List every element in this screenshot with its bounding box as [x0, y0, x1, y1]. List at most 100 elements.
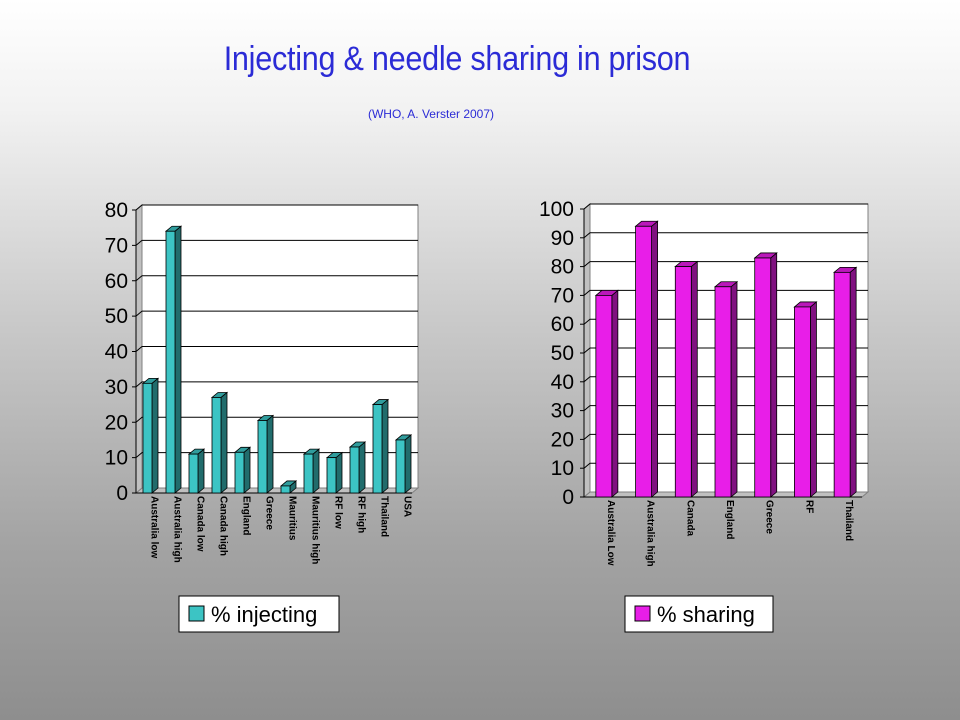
- y-tick-label: 20: [105, 411, 128, 434]
- y-tick-label: 30: [105, 376, 128, 399]
- bar: [279, 480, 298, 494]
- bar-front: [234, 451, 245, 494]
- gridline: [135, 416, 418, 423]
- y-tick-label: 0: [116, 482, 128, 505]
- bar: [302, 448, 321, 494]
- gridline: [135, 346, 418, 352]
- bar-side: [690, 260, 698, 498]
- y-tick-label: 70: [105, 234, 128, 257]
- bar-side: [243, 446, 251, 494]
- chart-1: 0 10 20 30 40 50 60 70 80 Australia low Australia …: [105, 199, 420, 633]
- legend: % sharing: [624, 595, 774, 633]
- bar-side: [197, 448, 205, 494]
- bar: [141, 377, 160, 494]
- x-category-label: England: [241, 496, 252, 535]
- bar-front: [257, 420, 268, 494]
- y-tick-label: 10: [551, 457, 574, 480]
- bar-side: [266, 414, 274, 494]
- y-tick-label: 20: [551, 428, 574, 451]
- gridline: [583, 203, 868, 210]
- x-category-label: Thailand: [379, 496, 390, 537]
- x-category-label: RF low: [333, 496, 344, 529]
- x-category-label: Greece: [264, 496, 275, 530]
- x-category-label: Thailand: [843, 500, 854, 541]
- y-tick-label: 0: [562, 486, 574, 509]
- gridline: [135, 275, 418, 282]
- bar: [833, 266, 858, 498]
- x-category-label: Australia low: [149, 496, 160, 558]
- bar-side: [810, 301, 817, 498]
- bar-front: [211, 397, 222, 494]
- bar-front: [595, 294, 613, 498]
- bar: [187, 448, 206, 494]
- bar-front: [833, 271, 851, 498]
- bar-side: [611, 289, 619, 498]
- bar-side: [404, 434, 412, 494]
- x-category-label: Australia high: [172, 496, 183, 563]
- bar: [371, 398, 390, 494]
- bar: [594, 289, 619, 498]
- bar: [753, 252, 778, 498]
- bar: [348, 441, 367, 494]
- bar-side: [151, 377, 159, 494]
- gridline: [135, 310, 418, 317]
- y-tick-label: 70: [551, 284, 574, 307]
- bar-side: [358, 441, 366, 494]
- bar-side: [381, 398, 389, 494]
- bar: [394, 434, 413, 494]
- bar: [713, 280, 739, 498]
- bar-front: [754, 257, 772, 498]
- x-category-label: USA: [402, 496, 413, 517]
- x-category-label: Canada high: [218, 496, 229, 556]
- x-category-label: Canada low: [195, 496, 206, 552]
- y-tick-label: 50: [105, 305, 128, 328]
- x-category-label: Greece: [764, 500, 775, 534]
- gridline: [135, 381, 418, 388]
- bar-front: [188, 453, 199, 494]
- legend-label: % sharing: [657, 602, 755, 627]
- legend: % injecting: [178, 595, 340, 633]
- bar-side: [335, 451, 343, 494]
- x-category-label: RF: [803, 500, 814, 513]
- y-tick-label: 90: [551, 227, 574, 250]
- legend-box: [178, 595, 340, 633]
- gridline: [135, 452, 418, 459]
- bar-side: [174, 225, 182, 494]
- bar: [233, 446, 252, 494]
- page-subtitle: (WHO, A. Verster 2007): [367, 107, 495, 121]
- bar-side: [849, 266, 857, 498]
- bar: [256, 414, 275, 494]
- bar-front: [674, 266, 692, 498]
- y-tick-label: 10: [105, 447, 128, 470]
- y-tick-label: 40: [105, 341, 128, 364]
- bar-front: [165, 230, 176, 494]
- legend-swatch: [188, 605, 205, 622]
- bar-front: [635, 225, 652, 498]
- bar: [634, 220, 659, 498]
- y-tick-label: 40: [551, 371, 574, 394]
- x-category-label: Canada: [684, 500, 695, 537]
- bar-front: [303, 453, 314, 494]
- y-tick-label: 50: [551, 342, 574, 365]
- x-category-label: England: [724, 500, 735, 539]
- bar-front: [794, 306, 811, 498]
- bar-front: [280, 485, 291, 494]
- y-tick-label: 100: [539, 198, 574, 221]
- legend-swatch: [634, 605, 651, 622]
- bar: [793, 301, 818, 498]
- x-category-label: Australia high: [645, 500, 656, 567]
- bar-front: [349, 446, 360, 494]
- bar-side: [220, 391, 228, 494]
- bar: [674, 260, 699, 498]
- bar: [325, 451, 344, 494]
- bar-front: [395, 439, 406, 494]
- gridline: [135, 239, 418, 246]
- y-tick-label: 60: [105, 270, 128, 293]
- y-tick-label: 80: [105, 199, 128, 222]
- bar-front: [714, 286, 732, 498]
- bar-front: [372, 404, 383, 494]
- legend-label: % injecting: [211, 602, 317, 627]
- bar-front: [142, 382, 153, 494]
- bar: [210, 391, 229, 494]
